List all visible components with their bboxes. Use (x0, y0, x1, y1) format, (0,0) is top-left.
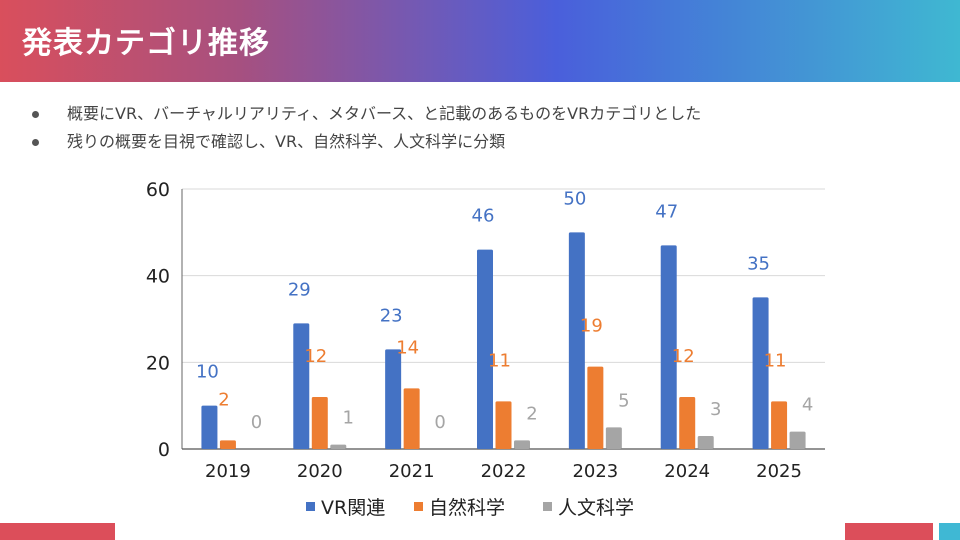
data-label: 0 (434, 412, 445, 433)
legend-label: 自然科学 (429, 497, 505, 519)
bar-vr (568, 232, 585, 449)
data-label: 2 (526, 403, 537, 424)
x-tick-label: 2019 (205, 461, 251, 482)
footer-bar-right (845, 523, 933, 540)
bar-natural (219, 440, 236, 449)
bar-natural (311, 397, 328, 449)
bar-humanities (789, 431, 806, 449)
bar-humanities (330, 444, 347, 449)
data-label: 5 (618, 390, 629, 411)
data-label: 23 (380, 305, 403, 326)
bullet-icon (32, 110, 39, 118)
footer-bar-left (0, 523, 115, 540)
bar-humanities (514, 440, 530, 449)
data-label: 12 (304, 346, 327, 367)
bar-vr (752, 297, 769, 449)
bar-humanities (605, 427, 622, 449)
x-tick-label: 2024 (664, 461, 710, 482)
legend-swatch (543, 502, 552, 511)
data-label: 10 (196, 362, 219, 383)
data-label: 29 (288, 279, 311, 300)
y-tick-label: 0 (158, 439, 170, 461)
y-tick-label: 20 (146, 352, 170, 374)
bullet-text: 概要にVR、バーチャルリアリティ、メタバース、と記載のあるものをVRカテゴリとし… (67, 104, 702, 123)
bar-natural (771, 401, 788, 449)
x-tick-label: 2021 (389, 461, 435, 482)
data-label: 19 (580, 316, 603, 337)
data-label: 14 (396, 337, 419, 358)
data-label: 2 (218, 389, 229, 410)
bar-natural (495, 401, 512, 449)
data-label: 1 (343, 408, 354, 429)
bar-vr (477, 249, 493, 449)
data-label: 12 (672, 346, 695, 367)
data-label: 46 (472, 206, 495, 227)
data-label: 4 (802, 395, 813, 416)
data-label: 47 (655, 201, 678, 222)
bullet-icon (32, 138, 39, 146)
bar-vr (293, 323, 310, 449)
bar-natural (679, 397, 696, 449)
legend-swatch (414, 502, 423, 511)
bullet-item: 概要にVR、バーチャルリアリティ、メタバース、と記載のあるものをVRカテゴリとし… (30, 100, 701, 128)
data-label: 11 (764, 350, 787, 371)
footer-bar-cyan (939, 523, 960, 540)
legend-label: VR関連 (321, 497, 385, 519)
x-tick-label: 2022 (481, 461, 527, 482)
y-tick-label: 40 (146, 266, 170, 288)
data-label: 3 (710, 399, 721, 420)
legend-swatch (306, 502, 315, 511)
page-title: 発表カテゴリ推移 (22, 26, 270, 61)
bar-natural (403, 388, 420, 449)
x-tick-label: 2020 (297, 461, 343, 482)
bar-humanities (697, 436, 714, 449)
bullet-text: 残りの概要を目視で確認し、VR、自然科学、人文科学に分類 (67, 132, 506, 151)
x-tick-label: 2023 (572, 461, 618, 482)
bar-vr (660, 245, 677, 449)
bullet-list: 概要にVR、バーチャルリアリティ、メタバース、と記載のあるものをVRカテゴリとし… (30, 100, 701, 156)
data-label: 50 (563, 188, 586, 209)
bullet-item: 残りの概要を目視で確認し、VR、自然科学、人文科学に分類 (30, 128, 701, 156)
y-tick-label: 60 (146, 179, 170, 201)
x-tick-label: 2025 (756, 461, 802, 482)
data-label: 11 (488, 350, 511, 371)
title-banner: 発表カテゴリ推移 (0, 0, 960, 82)
data-label: 35 (747, 253, 770, 274)
legend-label: 人文科学 (558, 497, 634, 519)
bar-natural (587, 366, 604, 449)
bar-vr (385, 349, 402, 449)
data-label: 0 (251, 412, 262, 433)
bar-vr (201, 405, 218, 449)
